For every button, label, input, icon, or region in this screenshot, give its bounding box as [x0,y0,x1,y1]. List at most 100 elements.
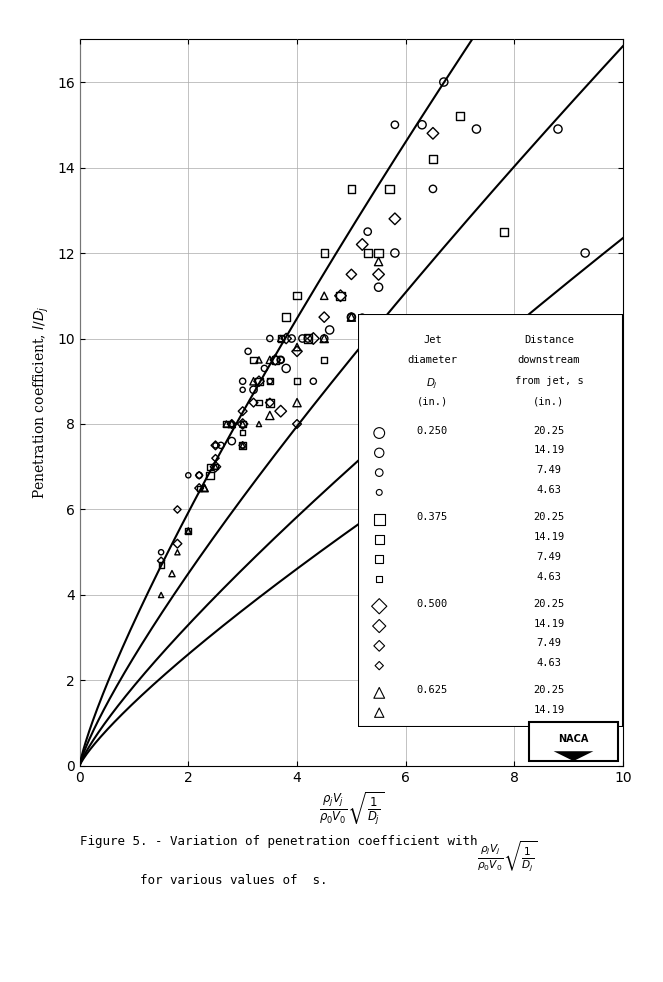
Point [183,523,194,539]
Point [292,339,302,355]
Point [374,464,385,480]
Point [237,416,248,432]
Point [281,331,292,347]
Text: 7.49: 7.49 [536,552,562,562]
Bar [529,722,618,761]
X-axis label: $\frac{\rho_j V_j}{\rho_0 V_0} \sqrt{\frac{1}{D_j}}$: $\frac{\rho_j V_j}{\rho_0 V_0} \sqrt{\fr… [318,791,385,828]
Point [319,331,330,347]
Point [275,352,286,367]
Point [237,438,248,454]
Point [254,416,265,432]
Text: 0.250: 0.250 [416,425,448,436]
Point [292,344,302,359]
Point [308,373,319,389]
Point [259,360,270,376]
Point [319,352,330,367]
Point [374,598,385,614]
Point [194,480,204,496]
Point [374,619,385,634]
Point [221,416,231,432]
Text: Figure 5. - Variation of penetration coefficient with: Figure 5. - Variation of penetration coe… [80,835,477,847]
Text: Jet: Jet [423,335,442,345]
Point [237,438,248,454]
Point [265,352,275,367]
Point [374,484,385,500]
Point [346,181,357,196]
Point [302,331,313,347]
Text: for various values of  s.: for various values of s. [80,874,327,887]
Text: 20.25: 20.25 [533,685,565,695]
Text: 4.63: 4.63 [536,572,562,581]
Point [237,416,248,432]
Text: 7.49: 7.49 [536,638,562,648]
Point [205,459,215,474]
Point [357,309,367,325]
Point [373,246,384,261]
Point [275,352,286,367]
Point [265,373,275,389]
Point [363,246,373,261]
Point [373,266,384,282]
Point [390,117,400,133]
Point [319,309,330,325]
Point [374,658,385,674]
Text: diameter: diameter [407,355,457,365]
Point [374,705,385,721]
Point [428,126,438,141]
Point [324,322,335,338]
Point [237,416,248,432]
Text: from jet, s: from jet, s [514,376,583,386]
Point [297,331,308,347]
Point [237,424,248,440]
Point [346,266,357,282]
Point [302,331,313,347]
Text: 4.63: 4.63 [536,744,562,755]
Text: 14.19: 14.19 [533,532,565,542]
Point [221,416,231,432]
Point [243,344,253,359]
Text: (in.): (in.) [533,397,565,407]
Point [237,373,248,389]
Text: 14.19: 14.19 [533,619,565,628]
Text: $D_j$: $D_j$ [426,376,438,391]
Point [374,572,385,587]
Point [265,395,275,410]
Point [553,121,564,136]
Point [254,395,265,410]
Point [417,117,428,133]
Point [308,331,319,347]
Text: NACA: NACA [558,734,589,744]
Point [428,151,438,167]
Point [166,566,177,581]
Point [335,288,346,303]
Text: 4.63: 4.63 [536,658,562,668]
Text: downstream: downstream [518,355,580,365]
Point [390,246,400,261]
Text: 4.63: 4.63 [536,485,562,495]
Text: 7.49: 7.49 [536,465,562,475]
Point [335,288,346,303]
Text: 20.25: 20.25 [533,599,565,609]
Point [373,279,384,295]
Point [292,373,302,389]
Point [156,587,166,603]
Point [227,416,237,432]
Text: (in.): (in.) [416,397,448,407]
Point [215,438,226,454]
Point [237,438,248,454]
Point [319,288,330,303]
Polygon shape [554,751,593,761]
Point [292,395,302,410]
Point [156,544,166,560]
Point [374,425,385,441]
Point [210,438,221,454]
Point [346,309,357,325]
Point [172,536,183,552]
Point [374,744,385,760]
Point [438,75,449,90]
Point [265,408,275,423]
Point [254,373,265,389]
Point [292,416,302,432]
Point [248,395,259,410]
Point [499,224,509,240]
